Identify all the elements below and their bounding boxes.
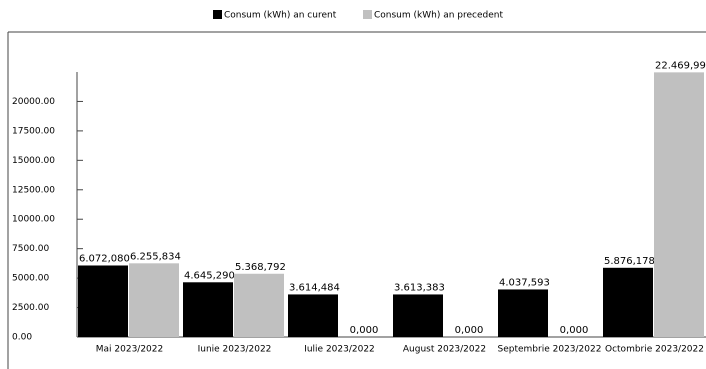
- bar: [183, 282, 233, 337]
- bar: [654, 72, 704, 337]
- y-tick-label: 17500.00: [12, 126, 55, 136]
- value-label: 3.613,383: [394, 282, 445, 293]
- x-tick-label: Iunie 2023/2022: [198, 345, 272, 355]
- legend-label: Consum (kWh) an precedent: [374, 11, 503, 21]
- legend-label: Consum (kWh) an curent: [224, 11, 337, 21]
- y-tick-label: 10000.00: [12, 215, 55, 225]
- y-tick-label: 15000.00: [12, 156, 55, 166]
- value-label: 5.368,792: [235, 262, 286, 273]
- x-tick-label: August 2023/2022: [403, 345, 486, 355]
- x-tick-label: Mai 2023/2022: [96, 345, 163, 355]
- y-tick-label: 2500.00: [12, 303, 49, 313]
- bar: [603, 267, 653, 337]
- y-tick-label: 20000.00: [12, 97, 55, 107]
- bar: [129, 263, 179, 337]
- y-tick-label: 5000.00: [12, 274, 49, 284]
- x-tick-label: Octombrie 2023/2022: [605, 345, 704, 355]
- legend-swatch: [363, 10, 372, 19]
- value-label: 0,000: [350, 325, 379, 336]
- bar: [393, 294, 443, 337]
- value-label: 3.614,484: [289, 282, 340, 293]
- legend-swatch: [213, 10, 222, 19]
- bar: [234, 273, 284, 337]
- value-label: 0,000: [455, 325, 484, 336]
- bar: [288, 294, 338, 337]
- value-label: 4.037,593: [499, 277, 550, 288]
- value-label: 5.876,178: [604, 256, 655, 267]
- y-tick-label: 7500.00: [12, 244, 49, 254]
- x-tick-label: Iulie 2023/2022: [304, 345, 375, 355]
- y-tick-label: 12500.00: [12, 185, 55, 195]
- value-label: 4.645,290: [184, 270, 235, 281]
- y-tick-label: 0.00: [12, 333, 32, 343]
- x-tick-label: Septembrie 2023/2022: [498, 345, 602, 355]
- value-label: 6.072,080: [79, 253, 130, 264]
- bar: [78, 265, 128, 337]
- value-label: 22.469,998: [655, 60, 706, 71]
- bar: [498, 289, 548, 337]
- value-label: 0,000: [560, 325, 589, 336]
- value-label: 6.255,834: [130, 251, 181, 262]
